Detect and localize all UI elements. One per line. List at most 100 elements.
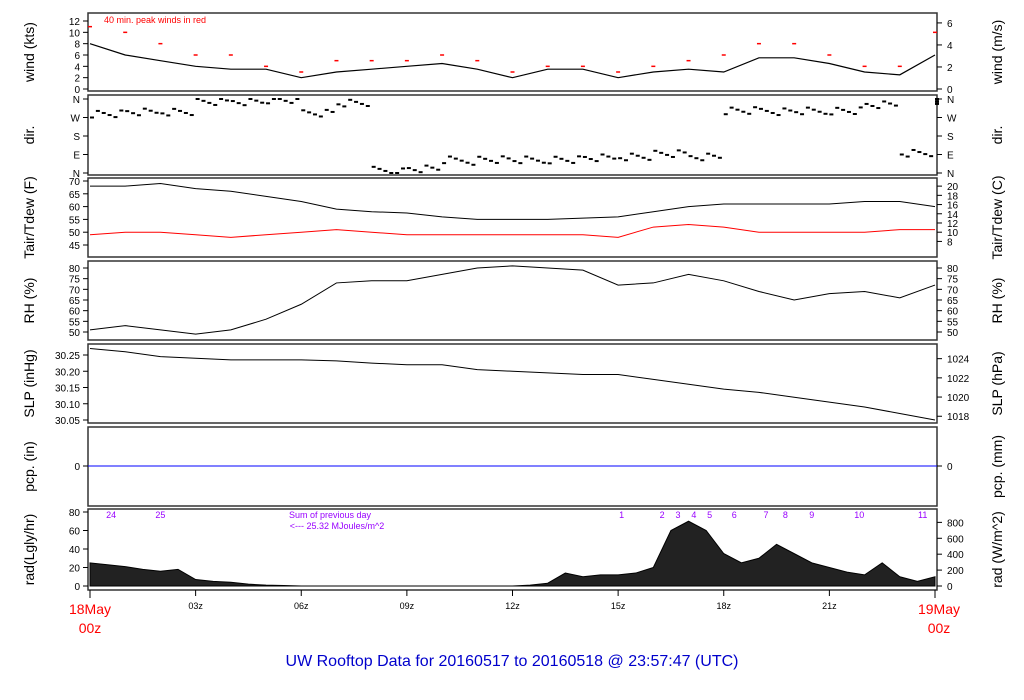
- y-tick-right-label-dir: N: [947, 169, 954, 180]
- wind-direction-point: [219, 98, 224, 100]
- x-tick-label: 03z: [188, 601, 203, 611]
- y-tick-right-label-rad: 800: [947, 518, 964, 529]
- solar-hour-mark: 6: [732, 510, 737, 520]
- slp-line: [89, 348, 936, 421]
- wind-direction-point: [888, 102, 893, 105]
- wind-direction-point: [172, 107, 177, 110]
- y-tick-right-label-temp: 12: [947, 219, 959, 230]
- wind-direction-point: [371, 165, 376, 168]
- wind-direction-point: [559, 157, 564, 160]
- y-tick-label-rh: 50: [69, 328, 81, 339]
- wind-direction-point: [348, 98, 353, 101]
- y-tick-label-rh: 65: [69, 296, 81, 307]
- y-tick-label-temp: 50: [69, 228, 81, 239]
- wind-line: [89, 43, 936, 79]
- wind-direction-point: [154, 111, 159, 114]
- wind-direction-point: [541, 161, 546, 164]
- wind-direction-point: [870, 104, 875, 107]
- y-tick-right-label-rh: 70: [947, 285, 959, 296]
- rh-line: [89, 265, 936, 335]
- y-tick-right-label-rh: 50: [947, 328, 959, 339]
- wind-direction-point: [794, 111, 799, 114]
- x-tick-label: 21z: [822, 601, 837, 611]
- wind-direction-point: [195, 98, 200, 100]
- y-tick-label-wind: 8: [74, 40, 80, 51]
- wind-direction-point: [412, 169, 417, 172]
- wind-direction-point: [641, 156, 646, 159]
- y-label-pcp: pcp. (in): [21, 441, 37, 492]
- wind-direction-point: [354, 100, 359, 103]
- wind-direction-point: [166, 114, 171, 117]
- y-tick-label-dir: N: [73, 95, 80, 106]
- wind-direction-point: [142, 107, 147, 110]
- y-tick-right-label-wind: 4: [947, 41, 953, 52]
- wind-direction-point: [829, 113, 834, 116]
- wind-direction-point: [893, 104, 898, 107]
- wind-direction-point: [342, 105, 347, 108]
- wind-direction-point: [618, 157, 623, 160]
- x-tick-label: 06z: [294, 601, 309, 611]
- wind-direction-point: [723, 113, 728, 116]
- wind-direction-point: [676, 149, 681, 152]
- y-tick-label-pcp: 0: [74, 462, 80, 473]
- wind-direction-point: [260, 101, 265, 104]
- wind-direction-point: [899, 153, 904, 156]
- wind-direction-point: [336, 103, 341, 106]
- y-tick-right-label-slp: 1024: [947, 355, 970, 366]
- y-tick-label-slp: 30.25: [55, 351, 80, 362]
- y-tick-right-label-wind: 2: [947, 63, 953, 74]
- wind-direction-point: [512, 160, 517, 163]
- y-tick-right-label-rh: 60: [947, 307, 959, 318]
- wind-direction-point: [864, 102, 869, 105]
- y-label-dir: dir.: [21, 126, 37, 145]
- wind-direction-point: [471, 163, 476, 166]
- y-tick-label-slp: 30.05: [55, 416, 80, 427]
- solar-hour-mark: 8: [783, 510, 788, 520]
- y-tick-right-label-rad: 200: [947, 566, 964, 577]
- wind-direction-point: [535, 159, 540, 162]
- wind-direction-point: [359, 102, 364, 105]
- panel-frame-rh: [87, 260, 938, 341]
- chart-title: UW Rooftop Data for 20160517 to 20160518…: [286, 653, 739, 670]
- solar-hour-mark: 11: [918, 510, 927, 520]
- wind-direction-point: [295, 98, 300, 100]
- wind-direction-point: [706, 152, 711, 155]
- y-tick-label-temp: 70: [69, 177, 81, 188]
- wind-direction-point: [248, 98, 253, 100]
- x-tick-label: 12z: [505, 601, 520, 611]
- wind-direction-point: [811, 108, 816, 111]
- wind-direction-point: [682, 151, 687, 154]
- wind-direction-point: [612, 157, 617, 160]
- wind-direction-point: [477, 155, 482, 158]
- y-tick-right-label-dir: W: [947, 114, 957, 125]
- wind-direction-point: [917, 151, 922, 154]
- wind-direction-point: [201, 99, 206, 102]
- wind-direction-point: [700, 159, 705, 162]
- y-tick-right-label-dir: N: [947, 95, 954, 106]
- y-label-right-pcp: pcp. (mm): [989, 435, 1005, 498]
- y-tick-label-rh: 60: [69, 307, 81, 318]
- y-tick-label-dir: N: [73, 169, 80, 180]
- wind-direction-point: [758, 107, 763, 110]
- wind-direction-point: [113, 116, 118, 119]
- wind-direction-point: [395, 172, 400, 174]
- wind-direction-point: [148, 109, 153, 112]
- wind-direction-point: [318, 115, 323, 118]
- wind-direction-point: [594, 160, 599, 163]
- wind-direction-point: [365, 104, 370, 107]
- wind-direction-point: [659, 151, 664, 154]
- wind-direction-point: [911, 148, 916, 151]
- x-tick-label: 18z: [716, 601, 731, 611]
- y-tick-label-rh: 75: [69, 275, 81, 286]
- wind-direction-point: [230, 100, 235, 103]
- wind-direction-point: [131, 112, 136, 115]
- y-tick-right-label-temp: 16: [947, 201, 959, 212]
- wind-direction-point: [876, 107, 881, 110]
- wind-direction-point: [800, 113, 805, 116]
- wind-direction-point: [224, 99, 229, 102]
- wind-direction-point: [213, 103, 218, 106]
- wind-direction-point: [377, 167, 382, 170]
- y-tick-label-slp: 30.10: [55, 400, 80, 411]
- x-tick-label: 15z: [611, 601, 626, 611]
- air-temperature-line: [90, 183, 936, 220]
